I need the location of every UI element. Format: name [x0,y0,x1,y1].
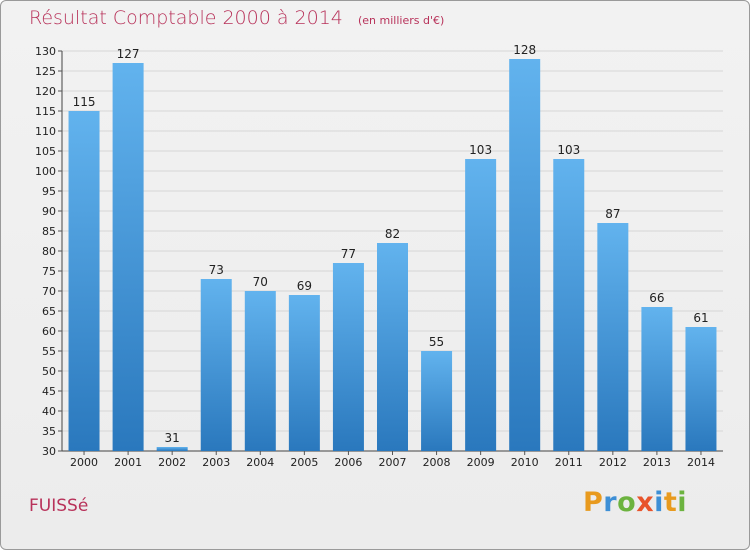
proxiti-logo: Proxiti [583,487,688,518]
y-tick-label: 35 [42,425,56,438]
y-tick-label: 115 [35,105,56,118]
x-tick-label-2007: 2007 [379,456,407,469]
value-label-2012: 87 [605,207,620,221]
bar-2014 [685,327,717,451]
bar-2007 [377,243,408,451]
x-tick-label-2013: 2013 [643,456,671,469]
y-tick-label: 110 [35,125,56,138]
x-tick-label-2002: 2002 [158,456,186,469]
y-tick-label: 50 [42,365,56,378]
y-tick-label: 120 [35,85,56,98]
y-tick-label: 130 [35,45,56,58]
value-label-2003: 73 [209,263,224,277]
y-tick-label: 75 [42,265,56,278]
chart-unit: (en milliers d'€) [357,14,445,27]
bars [68,59,717,451]
x-tick-label-2006: 2006 [334,456,362,469]
value-label-2008: 55 [429,335,444,349]
bar-2002 [156,447,188,451]
x-tick-labels: 2000 2001 2002 2003 2004 2005 2006 2007 2008 2009… [70,451,715,469]
value-label-2004: 70 [253,275,268,289]
value-labels: 115 127 31 73 70 69 77 82 55 103 128 103 87 66 61 [73,43,709,445]
value-label-2013: 66 [649,291,664,305]
x-tick-label-2009: 2009 [467,456,495,469]
bar-2013 [641,307,673,451]
value-label-2009: 103 [469,143,492,157]
value-label-2005: 69 [297,279,312,293]
value-label-2006: 77 [341,247,356,261]
y-tick-label: 80 [42,245,56,258]
y-tick-label: 70 [42,285,56,298]
x-tick-label-2010: 2010 [511,456,539,469]
value-label-2010: 128 [513,43,536,57]
bar-2011 [553,159,585,451]
value-label-2000: 115 [73,95,96,109]
y-tick-label: 125 [35,65,56,78]
y-tick-label: 65 [42,305,56,318]
commune-name: FUISSé [29,496,89,516]
bar-2001 [112,63,144,451]
value-label-2002: 31 [165,431,180,445]
y-tick-label: 60 [42,325,56,338]
x-tick-label-2012: 2012 [599,456,627,469]
y-tick-label: 100 [35,165,56,178]
value-label-2011: 103 [557,143,580,157]
y-tick-label: 55 [42,345,56,358]
y-tick-label: 85 [42,225,56,238]
bar-2006 [332,263,364,451]
y-tick-label: 95 [42,185,56,198]
bar-2008 [421,351,453,451]
x-tick-label-2014: 2014 [687,456,715,469]
bar-2005 [288,295,320,451]
bar-2003 [200,279,232,451]
y-tick-label: 105 [35,145,56,158]
bar-2004 [244,291,276,451]
x-tick-label-2000: 2000 [70,456,98,469]
y-tick-label: 40 [42,405,56,418]
x-tick-label-2001: 2001 [114,456,142,469]
value-label-2001: 127 [117,47,140,61]
chart-title: Résultat Comptable 2000 à 2014 (en milli… [29,7,444,29]
bar-2009 [465,159,497,451]
chart-title-text: Résultat Comptable 2000 à 2014 [29,7,343,29]
bar-2012 [597,223,629,451]
x-tick-label-2005: 2005 [290,456,318,469]
x-tick-label-2011: 2011 [555,456,583,469]
x-tick-label-2008: 2008 [423,456,451,469]
value-label-2014: 61 [693,311,708,325]
value-label-2007: 82 [385,227,400,241]
bar-2000 [68,111,100,451]
x-tick-label-2004: 2004 [246,456,274,469]
y-tick-labels: 30 35 40 45 50 55 60 65 70 75 80 85 90 95 100 105 110 115… [35,45,62,458]
x-tick-label-2003: 2003 [202,456,230,469]
y-tick-label: 30 [42,445,56,458]
y-tick-label: 45 [42,385,56,398]
bar-2010 [509,59,541,451]
y-tick-label: 90 [42,205,56,218]
